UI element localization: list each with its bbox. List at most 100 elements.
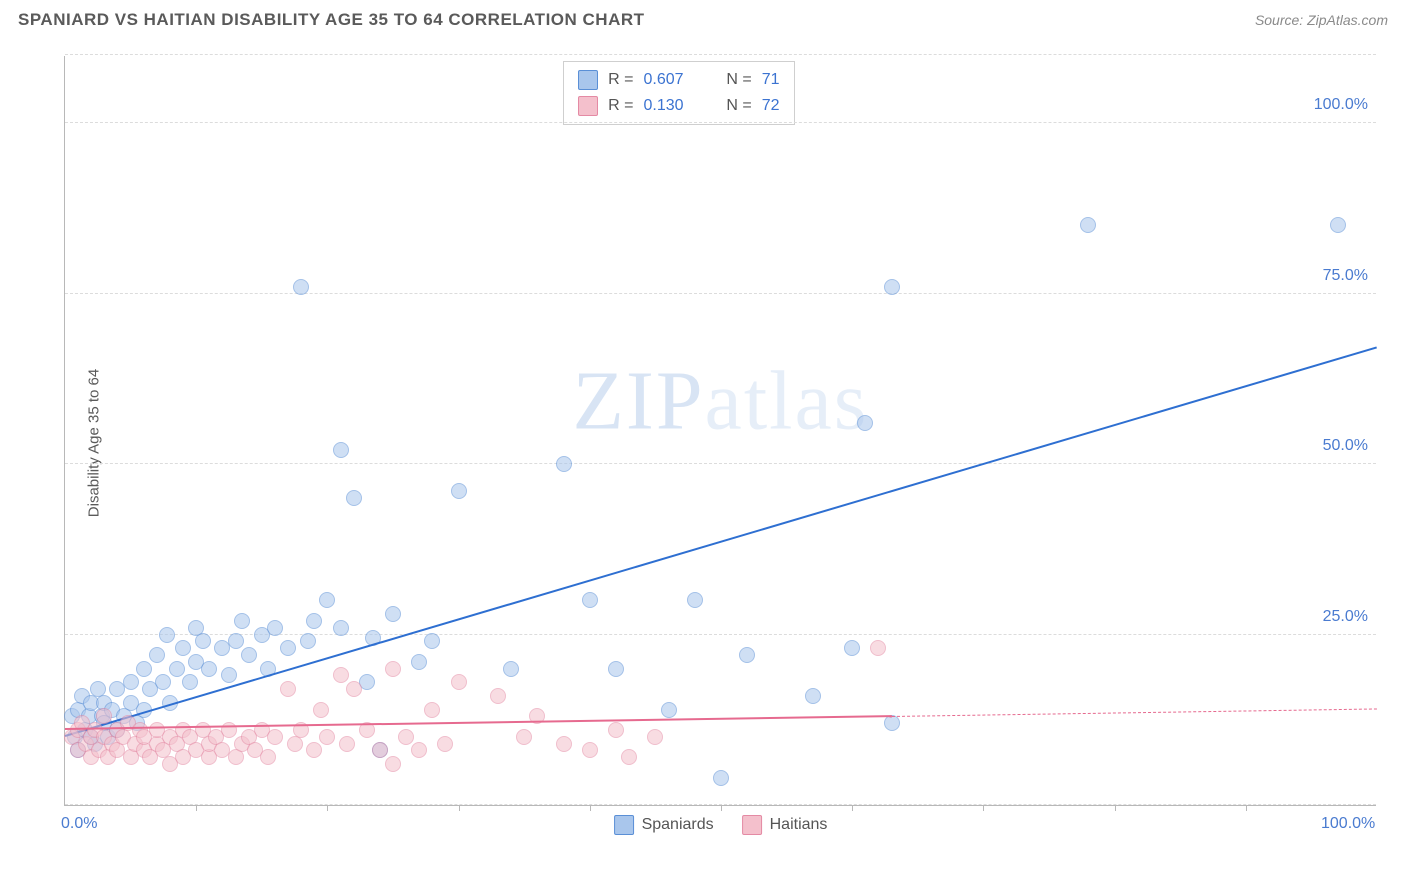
data-point (870, 640, 886, 656)
data-point (621, 749, 637, 765)
legend-item: Haitians (742, 815, 828, 835)
data-point (582, 592, 598, 608)
data-point (385, 756, 401, 772)
x-tick-label: 100.0% (1321, 815, 1375, 833)
legend-swatch (578, 96, 598, 116)
x-tick (721, 805, 722, 811)
data-point (293, 279, 309, 295)
data-point (385, 606, 401, 622)
data-point (398, 729, 414, 745)
data-point (608, 722, 624, 738)
data-point (287, 736, 303, 752)
gridline (65, 122, 1376, 123)
data-point (647, 729, 663, 745)
data-point (844, 640, 860, 656)
data-point (149, 647, 165, 663)
x-tick (459, 805, 460, 811)
data-point (608, 661, 624, 677)
y-tick-label: 50.0% (1323, 437, 1368, 455)
y-tick-label: 25.0% (1323, 608, 1368, 626)
x-tick (983, 805, 984, 811)
data-point (451, 674, 467, 690)
data-point (346, 490, 362, 506)
x-tick (1115, 805, 1116, 811)
data-point (582, 742, 598, 758)
data-point (503, 661, 519, 677)
stat-label-r: R = (608, 97, 633, 115)
data-point (1080, 217, 1096, 233)
data-point (339, 736, 355, 752)
legend-label: Haitians (770, 816, 828, 834)
data-point (556, 736, 572, 752)
stat-value-r: 0.607 (644, 71, 698, 89)
stat-value-r: 0.130 (644, 97, 698, 115)
data-point (424, 633, 440, 649)
chart-area: Disability Age 35 to 64 ZIPatlas R = 0.6… (34, 48, 1389, 838)
x-tick (590, 805, 591, 811)
data-point (260, 749, 276, 765)
data-point (385, 661, 401, 677)
data-point (136, 661, 152, 677)
chart-source: Source: ZipAtlas.com (1255, 12, 1388, 28)
stats-row: R = 0.607 N = 71 (578, 67, 779, 93)
data-point (155, 674, 171, 690)
trend-line (892, 709, 1377, 718)
data-point (159, 627, 175, 643)
stats-row: R = 0.130 N = 72 (578, 93, 779, 119)
y-tick-label: 75.0% (1323, 267, 1368, 285)
plot-region: ZIPatlas R = 0.607 N = 71R = 0.130 N = 7… (64, 56, 1376, 806)
data-point (267, 620, 283, 636)
data-point (884, 279, 900, 295)
data-point (661, 702, 677, 718)
x-tick-label: 0.0% (61, 815, 97, 833)
x-tick (327, 805, 328, 811)
data-point (123, 674, 139, 690)
data-point (1330, 217, 1346, 233)
data-point (221, 667, 237, 683)
data-point (234, 613, 250, 629)
data-point (437, 736, 453, 752)
stat-label-n: N = (726, 97, 751, 115)
data-point (313, 702, 329, 718)
trend-line (65, 346, 1378, 737)
data-point (228, 749, 244, 765)
x-tick (196, 805, 197, 811)
data-point (319, 729, 335, 745)
data-point (451, 483, 467, 499)
legend-item: Spaniards (614, 815, 714, 835)
stat-label-r: R = (608, 71, 633, 89)
series-legend: Spaniards Haitians (614, 815, 828, 835)
data-point (96, 708, 112, 724)
data-point (306, 742, 322, 758)
gridline (65, 293, 1376, 294)
x-tick (1246, 805, 1247, 811)
data-point (687, 592, 703, 608)
data-point (280, 640, 296, 656)
gridline (65, 463, 1376, 464)
data-point (411, 742, 427, 758)
data-point (516, 729, 532, 745)
data-point (267, 729, 283, 745)
data-point (228, 633, 244, 649)
gridline (65, 54, 1376, 55)
data-point (333, 442, 349, 458)
chart-title: SPANIARD VS HAITIAN DISABILITY AGE 35 TO… (18, 10, 645, 30)
stat-label-n: N = (726, 71, 751, 89)
stat-value-n: 71 (762, 71, 780, 89)
legend-swatch (614, 815, 634, 835)
data-point (175, 640, 191, 656)
data-point (241, 647, 257, 663)
data-point (333, 667, 349, 683)
legend-swatch (742, 815, 762, 835)
data-point (372, 742, 388, 758)
trend-line (65, 715, 892, 730)
y-tick-label: 100.0% (1314, 96, 1368, 114)
data-point (805, 688, 821, 704)
data-point (333, 620, 349, 636)
data-point (300, 633, 316, 649)
data-point (201, 661, 217, 677)
correlation-stats-box: R = 0.607 N = 71R = 0.130 N = 72 (563, 61, 794, 125)
chart-header: SPANIARD VS HAITIAN DISABILITY AGE 35 TO… (0, 0, 1406, 38)
data-point (884, 715, 900, 731)
data-point (424, 702, 440, 718)
